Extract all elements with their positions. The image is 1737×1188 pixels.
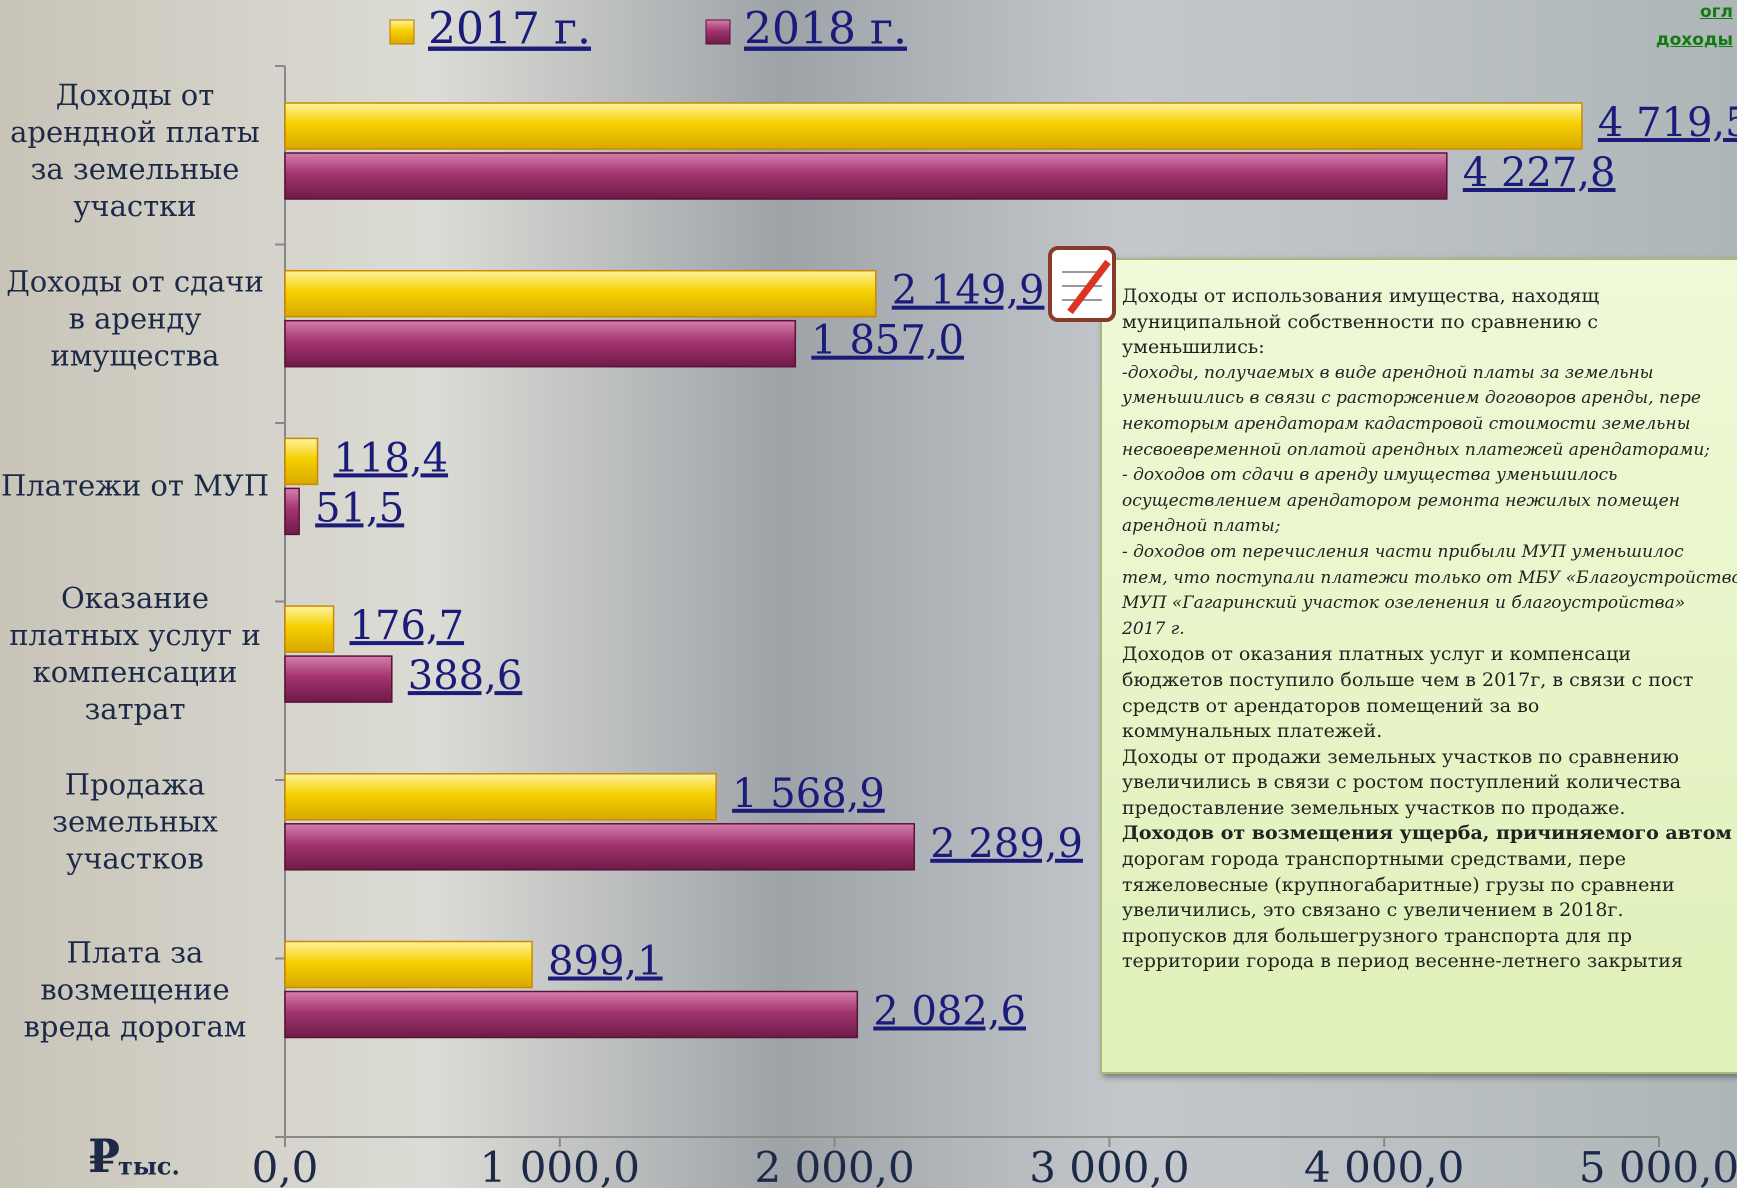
value-label: 2 289,9 (930, 821, 1083, 867)
note-line: пропусков для большегрузного транспорта … (1122, 924, 1633, 947)
x-unit-symbol: ₽ (88, 1129, 120, 1183)
note-line: некоторым арендаторам кадастровой стоимо… (1122, 413, 1691, 434)
note-line: - доходов от перечисления части прибыли … (1122, 541, 1684, 562)
corner-link: доходы (1655, 30, 1733, 50)
x-tick-label: 3 000,0 (1029, 1143, 1189, 1188)
note-line: осуществлением арендатором ремонта нежил… (1122, 490, 1680, 511)
bar (284, 102, 1583, 150)
note-line: Доходов от оказания платных услуг и комп… (1122, 643, 1631, 666)
value-label: 1 857,0 (811, 318, 964, 364)
bar (284, 487, 300, 536)
note-line: дорогам города транспортными средствами,… (1122, 848, 1627, 871)
note-line: - доходов от сдачи в аренду имущества ум… (1122, 465, 1618, 486)
value-label: 2 149,9 (892, 268, 1045, 314)
bar (284, 269, 877, 318)
x-tick-label: 5 000,0 (1579, 1143, 1737, 1188)
corner-link: огл (1699, 2, 1733, 22)
note-line: МУП «Гагаринский участок озеленения и бл… (1122, 593, 1686, 614)
note-line: коммунальных платежей. (1122, 720, 1383, 743)
value-label: 899,1 (548, 939, 663, 985)
value-label: 4 719,5 (1598, 100, 1737, 146)
bar (284, 655, 393, 703)
note-line: -доходы, получаемых в виде арендной плат… (1122, 362, 1654, 383)
bar (284, 940, 533, 989)
note-line: муниципальной собственности по сравнению… (1122, 310, 1599, 333)
x-tick-label: 1 000,0 (480, 1143, 640, 1188)
category-label: Платежи от МУП (0, 468, 270, 503)
legend-swatch (389, 19, 415, 45)
note-line: средств от арендаторов помещений за во (1122, 694, 1540, 717)
category-label: Продажа земельных участков (52, 767, 218, 876)
note-line: несвоевременной оплатой арендных платеже… (1122, 439, 1711, 460)
category-label: Плата за возмещение вреда дорогам (23, 935, 247, 1043)
bar (284, 605, 335, 653)
note-line: тяжеловесные (крупногабаритные) грузы по… (1122, 873, 1675, 896)
value-label: 2 082,6 (873, 989, 1026, 1035)
note-line: Доходов от возмещения ущерба, причиняемо… (1122, 822, 1732, 845)
note-line: Доходы от использования имущества, наход… (1122, 285, 1600, 307)
category-label: Оказание платных услуг и компенсации зат… (9, 581, 261, 727)
note-line: уменьшились: (1122, 336, 1265, 359)
note-line: 2017 г. (1122, 618, 1185, 639)
x-unit: тыс. (118, 1152, 180, 1181)
note-line: увеличились в связи с ростом поступлений… (1122, 771, 1682, 794)
note-line: предоставление земельных участков по про… (1122, 796, 1626, 819)
legend-label: 2017 г. (428, 4, 591, 55)
value-label: 1 568,9 (732, 771, 885, 817)
note-box: Доходы от использования имущества, наход… (1100, 258, 1737, 1074)
x-tick-label: 2 000,0 (754, 1143, 914, 1188)
bar (284, 437, 319, 486)
note-line: уменьшились в связи с расторжением догов… (1122, 388, 1701, 409)
note-line: территории города в период весенне-летне… (1122, 950, 1683, 973)
bar (284, 319, 797, 368)
bar (284, 152, 1448, 200)
category-label: Доходы от сдачи в аренду имущества (6, 264, 264, 373)
value-label: 176,7 (350, 603, 465, 649)
legend-label: 2018 г. (744, 4, 907, 55)
legend-swatch (705, 19, 731, 45)
x-tick-label: 0,0 (252, 1143, 319, 1188)
bar (284, 773, 717, 821)
value-label: 388,6 (408, 653, 523, 699)
value-label: 51,5 (315, 485, 404, 531)
note-line: тем, что поступали платежи только от МБУ… (1122, 567, 1737, 588)
note-line: увеличились, это связано с увеличением в… (1122, 899, 1624, 922)
bar (284, 823, 916, 871)
value-label: 4 227,8 (1463, 150, 1616, 196)
note-line: арендной платы; (1122, 516, 1281, 537)
x-tick-label: 4 000,0 (1304, 1143, 1464, 1188)
bar (284, 990, 859, 1039)
note-line: Доходы от продажи земельных участков по … (1122, 745, 1679, 768)
value-label: 118,4 (334, 435, 449, 481)
note-line: бюджетов поступило больше чем в 2017г, в… (1122, 668, 1694, 691)
category-label: Доходы от арендной платы за земельные уч… (10, 78, 260, 223)
